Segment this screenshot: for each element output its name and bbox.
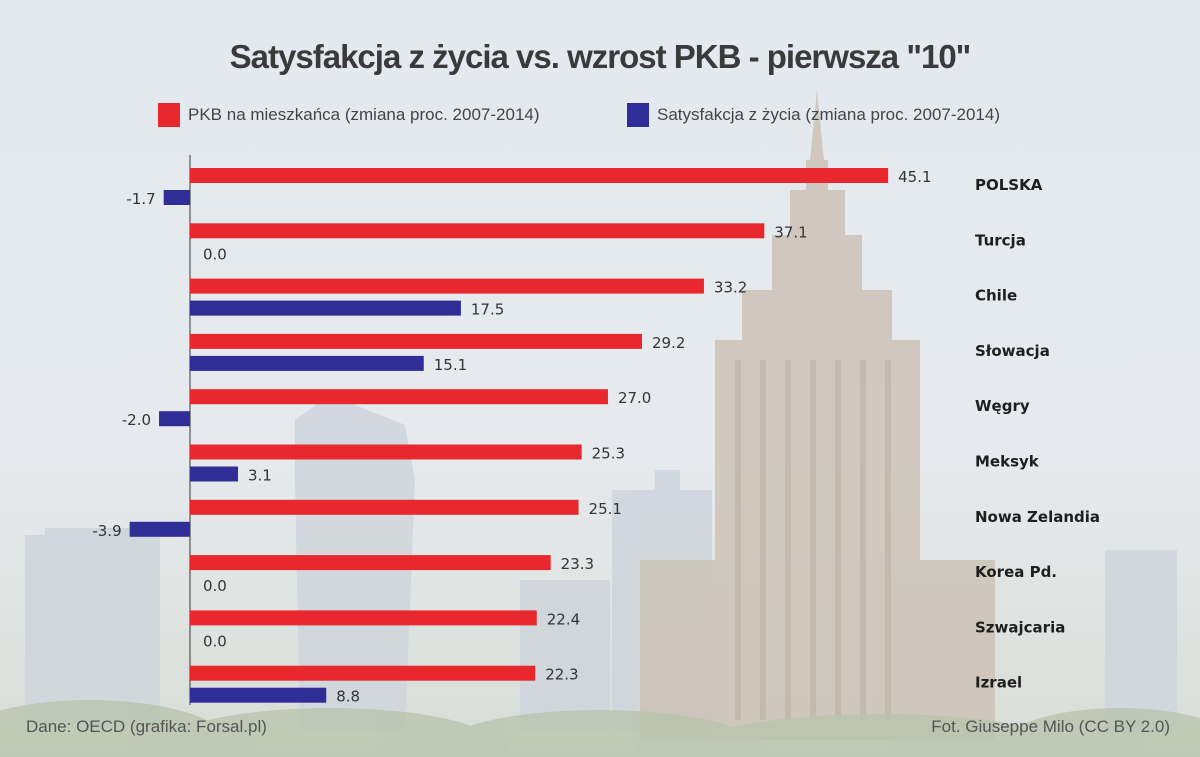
data-label-satisfaction: 8.8 bbox=[336, 688, 360, 706]
bar-satisfaction bbox=[159, 411, 190, 427]
data-label-gdp: 23.3 bbox=[561, 555, 594, 573]
category-label: Węgry bbox=[975, 397, 1030, 415]
data-label-satisfaction: -2.0 bbox=[122, 411, 151, 429]
category-label: Turcja bbox=[975, 231, 1026, 249]
bar-satisfaction bbox=[190, 466, 238, 482]
data-label-gdp: 27.0 bbox=[618, 389, 651, 407]
bar-satisfaction bbox=[163, 190, 190, 205]
bar-gdp bbox=[190, 168, 889, 183]
data-label-gdp: 29.2 bbox=[652, 334, 685, 352]
category-label: Chile bbox=[975, 287, 1017, 305]
photo-credit: Fot. Giuseppe Milo (CC BY 2.0) bbox=[931, 717, 1170, 736]
bar-gdp bbox=[190, 555, 551, 571]
bar-gdp bbox=[190, 223, 765, 239]
data-label-satisfaction: 17.5 bbox=[471, 301, 504, 319]
data-label-satisfaction: 0.0 bbox=[203, 632, 227, 650]
category-label: Słowacja bbox=[975, 342, 1050, 360]
legend-item-satisfaction: Satysfakcja z życia (zmiana proc. 2007-2… bbox=[627, 100, 1000, 130]
bar-satisfaction bbox=[190, 355, 424, 371]
category-label: Nowa Zelandia bbox=[975, 508, 1100, 526]
legend-swatch-satisfaction bbox=[627, 103, 649, 127]
data-label-satisfaction: 0.0 bbox=[203, 245, 227, 263]
data-label-gdp: 22.4 bbox=[547, 610, 580, 628]
data-label-satisfaction: -1.7 bbox=[126, 190, 155, 208]
data-label-satisfaction: 15.1 bbox=[434, 356, 467, 374]
category-label: Szwajcaria bbox=[975, 618, 1065, 636]
bar-satisfaction bbox=[190, 687, 327, 703]
bar-gdp bbox=[190, 333, 643, 349]
data-label-gdp: 37.1 bbox=[774, 223, 807, 241]
category-label: POLSKA bbox=[975, 176, 1043, 194]
category-label: Izrael bbox=[975, 674, 1022, 692]
data-label-gdp: 22.3 bbox=[545, 666, 578, 684]
bar-gdp bbox=[190, 444, 582, 460]
bar-gdp bbox=[190, 278, 704, 294]
legend-item-gdp: PKB na mieszkańca (zmiana proc. 2007-201… bbox=[158, 100, 540, 130]
bar-gdp bbox=[190, 499, 579, 515]
source-note: Dane: OECD (grafika: Forsal.pl) bbox=[26, 717, 267, 736]
bar-satisfaction bbox=[129, 521, 190, 537]
data-label-gdp: 25.1 bbox=[589, 500, 622, 518]
bar-gdp bbox=[190, 610, 537, 626]
data-label-satisfaction: -3.9 bbox=[92, 522, 121, 540]
bar-satisfaction bbox=[190, 300, 461, 316]
legend-swatch-gdp bbox=[158, 103, 180, 127]
bar-gdp bbox=[190, 665, 536, 681]
data-label-satisfaction: 0.0 bbox=[203, 577, 227, 595]
data-label-gdp: 45.1 bbox=[898, 168, 931, 186]
category-label: Meksyk bbox=[975, 453, 1040, 471]
legend-label-gdp: PKB na mieszkańca (zmiana proc. 2007-201… bbox=[188, 105, 540, 124]
chart-title: Satysfakcja z życia vs. wzrost PKB - pie… bbox=[229, 38, 972, 75]
legend-label-satisfaction: Satysfakcja z życia (zmiana proc. 2007-2… bbox=[657, 105, 1000, 124]
category-label: Korea Pd. bbox=[975, 563, 1057, 581]
data-label-gdp: 33.2 bbox=[714, 279, 747, 297]
data-label-satisfaction: 3.1 bbox=[248, 467, 272, 485]
data-label-gdp: 25.3 bbox=[592, 445, 625, 463]
bar-gdp bbox=[190, 389, 608, 405]
